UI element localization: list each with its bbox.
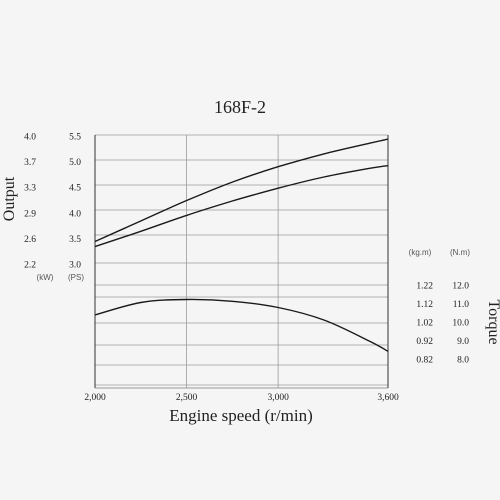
- x-tick-2: 3,000: [267, 393, 289, 403]
- kw-tick-2: 3.3: [24, 184, 36, 194]
- x-tick-0: 2,000: [84, 393, 106, 403]
- x-tick-1: 2,500: [176, 393, 198, 403]
- ps-tick-1: 5.0: [69, 158, 81, 168]
- ps-unit-label: (PS): [68, 273, 84, 282]
- kgm-unit-label: (kg.m): [409, 248, 432, 257]
- nm-unit-label: (N.m): [450, 248, 470, 257]
- x-tick-labels: 2,000 2,500 3,000 3,600: [84, 393, 399, 403]
- ps-tick-4: 3.5: [69, 235, 81, 245]
- nm-tick-4: 8.0: [457, 356, 469, 366]
- x-axis-label: Engine speed (r/min): [169, 406, 313, 425]
- nm-tick-0: 12.0: [452, 282, 469, 292]
- nm-tick-3: 9.0: [457, 337, 469, 347]
- ps-tick-0: 5.5: [69, 133, 81, 143]
- ps-tick-labels: 5.5 5.0 4.5 4.0 3.5 3.0: [69, 133, 81, 271]
- nm-tick-2: 10.0: [452, 319, 469, 329]
- chart-title: 168F-2: [214, 97, 266, 117]
- kw-tick-5: 2.2: [24, 261, 36, 271]
- torque-axis-label: Torque: [485, 299, 500, 344]
- kgm-tick-3: 0.92: [416, 337, 433, 347]
- grid-lines: [95, 134, 388, 388]
- output-axis-label: Output: [1, 176, 18, 221]
- kw-tick-1: 3.7: [24, 158, 36, 168]
- kgm-tick-labels: 1.22 1.12 1.02 0.92 0.82: [416, 282, 433, 366]
- kgm-tick-4: 0.82: [416, 356, 433, 366]
- kgm-tick-1: 1.12: [416, 300, 433, 310]
- ps-tick-3: 4.0: [69, 209, 81, 219]
- kgm-tick-2: 1.02: [416, 319, 433, 329]
- kw-tick-0: 4.0: [24, 133, 36, 143]
- kw-tick-4: 2.6: [24, 235, 36, 245]
- curves: [94, 138, 389, 352]
- kw-unit-label: (kW): [37, 273, 54, 282]
- nm-tick-labels: 12.0 11.0 10.0 9.0 8.0: [452, 282, 469, 366]
- rated-output-curve: [94, 165, 389, 248]
- kgm-tick-0: 1.22: [416, 282, 433, 292]
- ps-tick-5: 3.0: [69, 261, 81, 271]
- nm-tick-1: 11.0: [453, 300, 470, 310]
- max-output-curve: [94, 138, 389, 243]
- x-tick-3: 3,600: [377, 393, 399, 403]
- torque-curve: [94, 298, 389, 352]
- plot-frame: [94, 135, 389, 389]
- ps-tick-2: 4.5: [69, 184, 81, 194]
- kw-tick-3: 2.9: [24, 209, 36, 219]
- kw-tick-labels: 4.0 3.7 3.3 2.9 2.6 2.2: [24, 133, 36, 271]
